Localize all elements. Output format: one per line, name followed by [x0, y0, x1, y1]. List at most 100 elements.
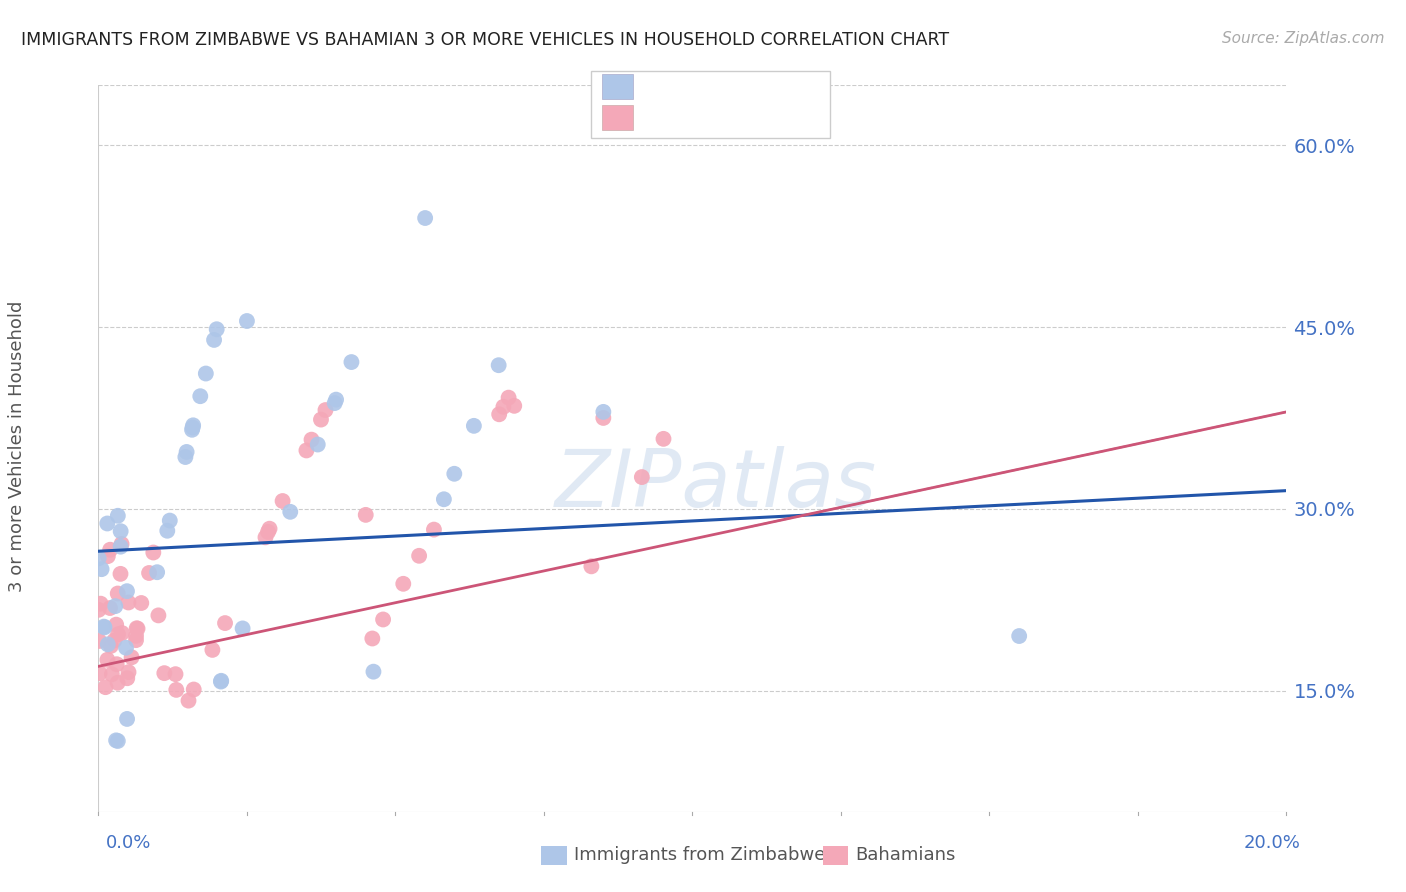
Point — [89, 666, 111, 681]
Point — [361, 632, 384, 646]
Point — [110, 524, 132, 539]
Point — [631, 470, 654, 484]
Point — [488, 358, 510, 372]
Point — [323, 396, 346, 410]
Text: N =: N = — [733, 81, 772, 99]
Text: R =: R = — [641, 81, 681, 99]
Point — [188, 389, 211, 403]
Point — [107, 627, 129, 641]
Point — [314, 403, 336, 417]
Point — [96, 653, 118, 667]
Point — [307, 437, 329, 451]
Point — [354, 508, 377, 522]
Point — [107, 675, 129, 690]
Point — [89, 634, 111, 648]
Point — [125, 629, 148, 643]
Point — [156, 524, 179, 538]
Point — [205, 322, 228, 336]
Point — [97, 637, 120, 651]
Point — [209, 674, 232, 689]
Point — [110, 566, 132, 581]
Point — [111, 626, 134, 640]
Point — [97, 549, 120, 563]
Point — [488, 407, 510, 421]
Text: R =: R = — [641, 111, 681, 128]
Point — [363, 665, 385, 679]
Point — [181, 420, 204, 434]
Text: 0.0%: 0.0% — [105, 834, 150, 852]
Point — [236, 314, 259, 328]
Point — [423, 523, 446, 537]
Point — [443, 467, 465, 481]
Point — [278, 505, 301, 519]
Point — [232, 622, 254, 636]
Point — [209, 673, 232, 688]
Point — [592, 405, 614, 419]
Point — [592, 411, 614, 425]
Point — [105, 617, 128, 632]
Point — [413, 211, 436, 225]
Point — [259, 522, 281, 536]
Text: 3 or more Vehicles in Household: 3 or more Vehicles in Household — [8, 301, 25, 591]
Point — [110, 537, 132, 551]
Point — [581, 559, 603, 574]
Point — [408, 549, 430, 563]
Point — [159, 514, 181, 528]
Point — [94, 680, 117, 694]
Point — [257, 524, 280, 539]
Text: 20.0%: 20.0% — [1244, 834, 1301, 852]
Point — [87, 551, 110, 566]
Point — [325, 392, 347, 407]
Point — [98, 601, 121, 615]
Point — [340, 355, 363, 369]
Point — [201, 643, 224, 657]
Point — [107, 508, 129, 523]
Point — [107, 734, 129, 748]
Point — [492, 400, 515, 414]
Point — [98, 542, 121, 557]
Point — [107, 586, 129, 600]
Point — [433, 492, 456, 507]
Point — [115, 640, 138, 655]
Point — [174, 450, 197, 464]
Text: Immigrants from Zimbabwe: Immigrants from Zimbabwe — [574, 847, 825, 864]
Point — [103, 633, 125, 648]
Point — [498, 391, 520, 405]
Point — [129, 596, 152, 610]
Point — [125, 633, 148, 648]
Point — [117, 671, 139, 685]
Point — [121, 650, 143, 665]
Point — [202, 333, 225, 347]
Point — [254, 530, 277, 544]
Point — [105, 733, 128, 747]
Point — [125, 621, 148, 635]
Point — [176, 445, 198, 459]
Point — [101, 667, 124, 681]
Point — [115, 584, 138, 599]
Point — [146, 565, 169, 579]
Point — [214, 616, 236, 631]
Point — [181, 418, 204, 433]
Point — [117, 595, 139, 609]
Text: Source: ZipAtlas.com: Source: ZipAtlas.com — [1222, 31, 1385, 46]
Point — [115, 712, 138, 726]
Point — [142, 545, 165, 559]
Text: Bahamians: Bahamians — [855, 847, 955, 864]
Point — [138, 566, 160, 580]
Text: IMMIGRANTS FROM ZIMBABWE VS BAHAMIAN 3 OR MORE VEHICLES IN HOUSEHOLD CORRELATION: IMMIGRANTS FROM ZIMBABWE VS BAHAMIAN 3 O… — [21, 31, 949, 49]
Point — [463, 418, 485, 433]
Point — [194, 367, 217, 381]
Point — [177, 693, 200, 707]
Point — [183, 682, 205, 697]
Text: 44: 44 — [769, 81, 794, 99]
Point — [105, 657, 128, 672]
Point — [96, 516, 118, 531]
Point — [392, 576, 415, 591]
Text: 61: 61 — [769, 111, 794, 128]
Point — [90, 562, 112, 576]
Point — [309, 412, 332, 426]
Point — [90, 597, 112, 611]
Point — [295, 443, 318, 458]
Text: N =: N = — [733, 111, 772, 128]
Text: 0.351: 0.351 — [678, 111, 734, 128]
